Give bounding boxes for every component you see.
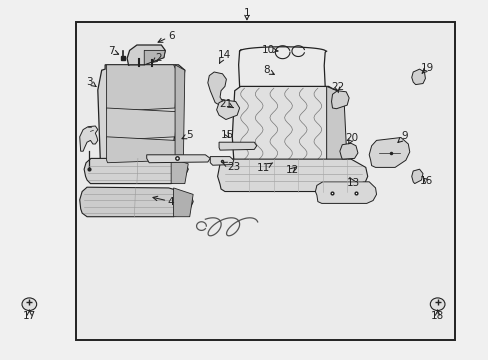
Polygon shape <box>144 50 165 65</box>
Polygon shape <box>146 155 210 163</box>
Polygon shape <box>219 142 256 150</box>
Polygon shape <box>106 108 177 140</box>
Text: 20: 20 <box>345 132 358 144</box>
Polygon shape <box>127 45 165 66</box>
Polygon shape <box>171 158 188 184</box>
Polygon shape <box>331 91 348 109</box>
Polygon shape <box>80 187 193 217</box>
Text: 10: 10 <box>261 45 277 55</box>
Polygon shape <box>106 65 177 112</box>
Text: 4: 4 <box>153 196 174 207</box>
Text: 2: 2 <box>152 53 162 63</box>
Ellipse shape <box>429 298 444 310</box>
Text: 18: 18 <box>430 310 444 321</box>
Text: 17: 17 <box>22 310 36 321</box>
Polygon shape <box>216 100 239 120</box>
Polygon shape <box>315 182 376 203</box>
Polygon shape <box>106 137 177 163</box>
Polygon shape <box>207 72 226 106</box>
Text: 21: 21 <box>219 99 233 109</box>
Text: 3: 3 <box>86 77 96 87</box>
Bar <box>76 22 454 340</box>
Text: 13: 13 <box>346 177 359 188</box>
Polygon shape <box>326 86 346 166</box>
Ellipse shape <box>22 298 37 310</box>
Text: 1: 1 <box>243 8 250 20</box>
Polygon shape <box>232 86 343 166</box>
Text: 9: 9 <box>397 131 407 143</box>
Polygon shape <box>80 126 98 151</box>
Polygon shape <box>98 65 184 163</box>
Text: 14: 14 <box>217 50 230 63</box>
Text: 11: 11 <box>256 163 272 174</box>
Text: 8: 8 <box>263 65 274 75</box>
Polygon shape <box>173 188 193 217</box>
Text: 7: 7 <box>108 46 119 56</box>
Polygon shape <box>411 169 422 184</box>
Polygon shape <box>368 138 409 167</box>
Polygon shape <box>84 158 188 184</box>
Text: 12: 12 <box>285 165 299 175</box>
Text: 16: 16 <box>419 176 432 186</box>
Polygon shape <box>217 159 367 192</box>
Polygon shape <box>175 65 184 160</box>
Text: 5: 5 <box>182 130 193 140</box>
Polygon shape <box>411 69 425 85</box>
Polygon shape <box>210 157 233 165</box>
Text: 19: 19 <box>420 63 434 73</box>
Text: 22: 22 <box>330 82 344 93</box>
Text: 23: 23 <box>222 162 240 172</box>
Text: 15: 15 <box>220 130 234 140</box>
Polygon shape <box>339 143 357 159</box>
Text: 6: 6 <box>158 31 174 42</box>
